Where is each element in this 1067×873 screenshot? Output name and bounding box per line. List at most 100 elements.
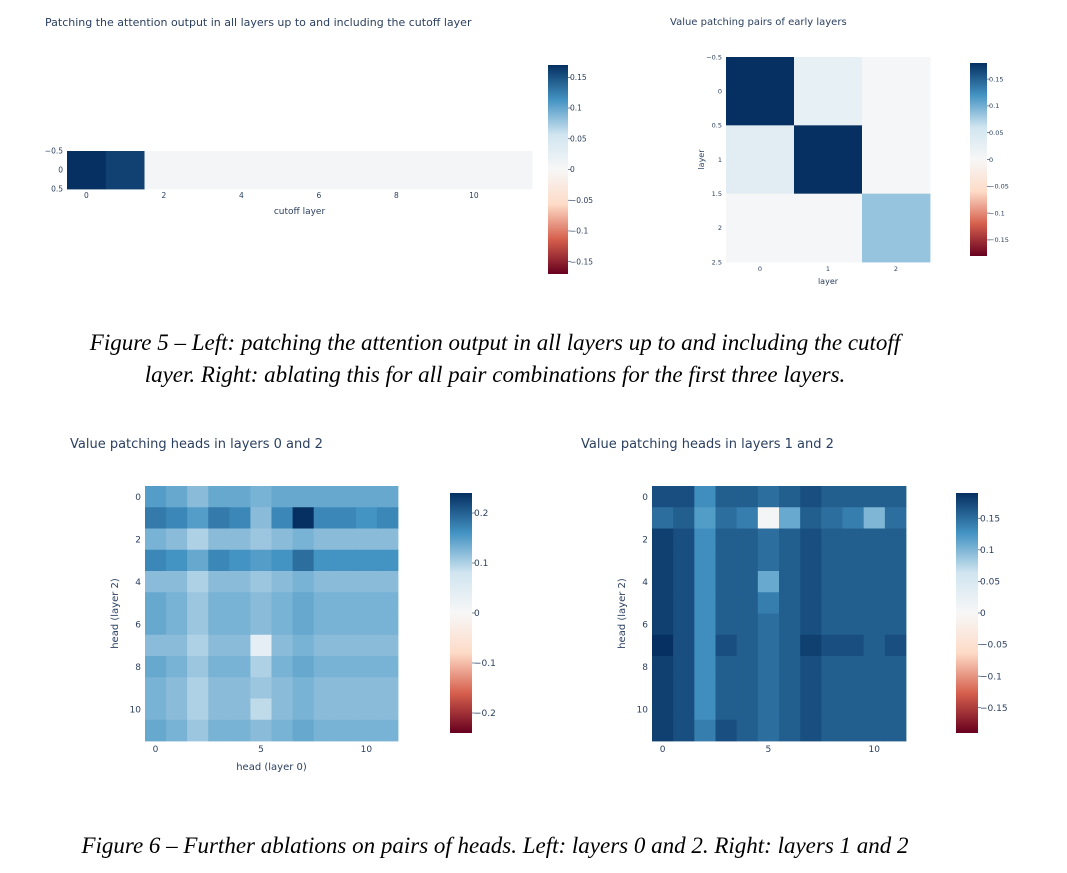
chart3-cell-9-4 xyxy=(229,677,251,699)
chart2-cell-2-0 xyxy=(726,193,795,263)
chart4-y-tick-2: 4 xyxy=(642,578,648,588)
chart4-cell-8-2 xyxy=(694,656,716,678)
chart3-cell-7-2 xyxy=(187,634,209,657)
chart4-colorbar-tick-0: 0.15 xyxy=(980,514,1000,524)
chart2-cell-1-2 xyxy=(862,125,931,195)
chart4-cell-7-5 xyxy=(757,634,780,657)
chart4-cell-6-9 xyxy=(842,613,865,636)
chart4-cell-4-6 xyxy=(779,571,801,593)
chart1-cell-0-6 xyxy=(299,151,339,190)
chart3-x-axis-label: head (layer 0) xyxy=(236,762,307,773)
chart4-cell-2-4 xyxy=(736,528,759,551)
chart1-cell-0-0 xyxy=(67,151,107,190)
chart3-cell-6-6 xyxy=(271,613,293,636)
chart1-x-tick-2: 4 xyxy=(239,191,244,200)
chart2-y-tick-0: −0.5 xyxy=(706,53,722,61)
chart3-cell-10-1 xyxy=(166,698,188,721)
chart4-colorbar-tick-5: −0.1 xyxy=(980,672,1002,682)
chart3-cell-5-7 xyxy=(292,592,315,614)
chart1-cell-0-1 xyxy=(105,151,145,190)
chart3-cell-11-2 xyxy=(187,719,209,742)
chart1-colorbar-tick-3: 0 xyxy=(570,165,575,174)
chart4-cell-9-1 xyxy=(673,677,695,699)
chart1-y-tick-1: 0 xyxy=(58,166,63,175)
chart3-cell-2-11 xyxy=(376,528,399,551)
chart4-cell-11-10 xyxy=(863,719,886,742)
chart4-cell-9-11 xyxy=(884,677,907,699)
figure5-caption-line2: layer. Right: ablating this for all pair… xyxy=(144,362,846,387)
chart4-cell-2-1 xyxy=(673,528,695,551)
chart3-cell-3-4 xyxy=(229,549,251,572)
chart4-cell-3-4 xyxy=(736,549,759,572)
chart4-cell-8-4 xyxy=(736,656,759,678)
chart4-cell-3-7 xyxy=(800,549,822,572)
chart3-cell-1-1 xyxy=(166,507,188,529)
chart2-y-tick-3: 1 xyxy=(718,156,722,164)
chart3-cell-9-3 xyxy=(208,677,230,699)
chart3-colorbar-tick-0: 0.2 xyxy=(474,509,488,519)
chart4-cell-10-8 xyxy=(821,698,843,721)
chart2-colorbar-tick-6: −0.15 xyxy=(989,236,1009,244)
chart3-cell-1-5 xyxy=(250,507,272,529)
chart4-cell-9-2 xyxy=(694,677,716,699)
chart4-cell-7-6 xyxy=(779,634,801,657)
chart4-cell-10-2 xyxy=(694,698,716,721)
chart3-cell-5-4 xyxy=(229,592,251,614)
chart4-cell-3-10 xyxy=(863,549,886,572)
chart4-x-tick-2: 10 xyxy=(869,745,881,755)
chart4-cell-0-1 xyxy=(673,486,695,508)
chart1-colorbar xyxy=(548,65,568,274)
chart1-y-tick-0: −0.5 xyxy=(45,147,63,156)
chart3-cell-7-9 xyxy=(334,634,357,657)
chart3-cell-2-6 xyxy=(271,528,293,551)
chart2-colorbar-tick-1: 0.1 xyxy=(989,102,999,110)
chart3-cell-3-3 xyxy=(208,549,230,572)
chart1-x-tick-3: 6 xyxy=(316,191,321,200)
chart4-cell-5-0 xyxy=(652,592,674,614)
chart4-cell-4-4 xyxy=(736,571,759,593)
chart3-cell-2-2 xyxy=(187,528,209,551)
chart3-cell-11-11 xyxy=(376,719,399,742)
chart4-cell-5-4 xyxy=(736,592,759,614)
chart4-cell-2-7 xyxy=(800,528,822,551)
chart2-cell-2-1 xyxy=(794,193,863,263)
chart4-cell-7-4 xyxy=(736,634,759,657)
chart1-cell-0-3 xyxy=(183,151,223,190)
chart2-cell-0-0 xyxy=(726,57,795,126)
chart3-y-tick-4: 8 xyxy=(135,663,141,673)
chart1-x-tick-4: 8 xyxy=(394,191,399,200)
chart4-x-tick-0: 0 xyxy=(660,745,666,755)
chart3-cell-9-1 xyxy=(166,677,188,699)
chart2-x-axis-label: layer xyxy=(818,277,839,286)
chart3-colorbar-tick-2: 0 xyxy=(474,609,480,619)
chart3-cell-3-1 xyxy=(166,549,188,572)
chart4-colorbar-tick-2: 0.05 xyxy=(980,578,1000,588)
chart4-cell-2-2 xyxy=(694,528,716,551)
chart1-colorbar-tick-1: 0.1 xyxy=(570,104,582,113)
chart3-cell-6-5 xyxy=(250,613,272,636)
chart3-y-tick-0: 0 xyxy=(135,493,141,503)
chart4-cell-6-0 xyxy=(652,613,674,636)
chart4-cell-5-7 xyxy=(800,592,822,614)
chart3-cell-5-3 xyxy=(208,592,230,614)
chart4-cell-8-1 xyxy=(673,656,695,678)
chart3-cell-7-8 xyxy=(313,634,336,657)
chart2-y-axis-label: layer xyxy=(697,149,706,170)
chart1-colorbar-tick-0: 0.15 xyxy=(570,73,587,82)
chart1-x-axis-label: cutoff layer xyxy=(274,207,326,217)
chart3-cell-10-6 xyxy=(271,698,293,721)
chart4-cell-9-3 xyxy=(715,677,738,699)
chart1-cell-0-2 xyxy=(144,151,184,190)
chart3-cell-1-2 xyxy=(187,507,209,529)
chart2-x-tick-2: 2 xyxy=(894,265,898,273)
chart3-cell-1-0 xyxy=(145,507,167,529)
chart4-cell-7-8 xyxy=(821,634,843,657)
chart3-cell-1-11 xyxy=(376,507,399,529)
chart4-cell-4-3 xyxy=(715,571,738,593)
chart2-cell-1-0 xyxy=(726,125,795,195)
chart4-cell-1-3 xyxy=(715,507,738,529)
chart3-cell-7-3 xyxy=(208,634,230,657)
chart4-cell-0-10 xyxy=(863,486,886,508)
chart4-cell-5-10 xyxy=(863,592,886,614)
